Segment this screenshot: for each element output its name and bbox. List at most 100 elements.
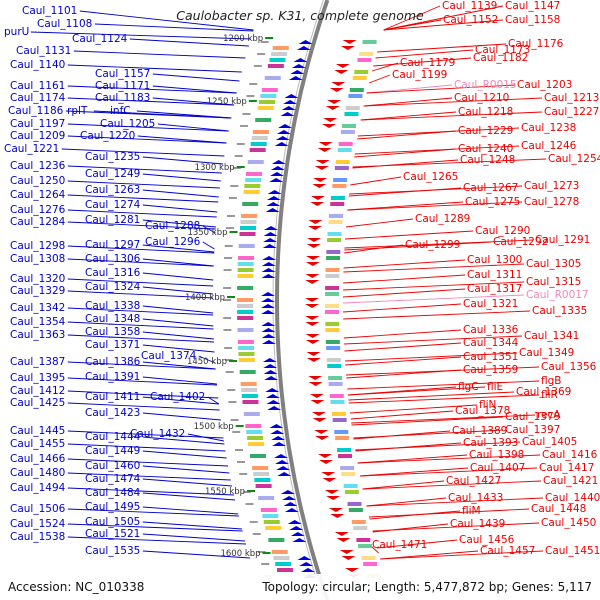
feature-block-left	[262, 514, 279, 518]
right-connector	[349, 185, 523, 195]
right-connector	[368, 74, 391, 84]
left-connector	[142, 492, 236, 501]
right-gene-label: Caul_1378	[455, 405, 510, 417]
right-gene-label: recA	[537, 409, 561, 421]
feature-block-right	[361, 556, 376, 560]
blue-gene-arrow	[283, 100, 298, 104]
left-gene-label: Caul_1108	[37, 18, 92, 30]
right-connector	[343, 329, 462, 339]
feature-block-left	[249, 148, 266, 152]
red-gene-arrow	[305, 316, 320, 320]
feature-block-right	[330, 400, 345, 404]
red-gene-arrow	[324, 490, 339, 494]
left-connector	[202, 225, 216, 234]
blue-gene-arrow	[276, 466, 291, 470]
feature-block-left	[269, 58, 286, 62]
feature-block-right	[325, 268, 340, 272]
blue-gene-arrow	[271, 160, 286, 164]
left-gene-label: Caul_1538	[10, 531, 65, 543]
right-connector	[360, 467, 538, 477]
feature-tracks	[223, 40, 381, 578]
feature-block-left	[238, 346, 255, 350]
right-connector	[373, 57, 472, 67]
left-gene-label: Caul_1348	[85, 313, 140, 325]
red-gene-arrow	[319, 460, 334, 464]
right-gene-label: flgB	[541, 375, 561, 387]
right-gene-label: Caul_1336	[463, 324, 519, 336]
left-connector	[67, 334, 214, 343]
right-connector	[351, 416, 504, 426]
right-connector	[343, 263, 525, 273]
feature-block-left	[258, 496, 275, 500]
left-connector	[137, 135, 227, 144]
backbone-inner-edge	[272, 0, 324, 600]
red-gene-arrow	[327, 100, 342, 104]
blue-gene-arrow	[299, 562, 314, 566]
right-connector	[347, 201, 523, 211]
left-gene-label: infC	[110, 105, 131, 117]
blue-gene-arrow	[261, 304, 276, 308]
right-gene-label: Caul_1300	[467, 254, 522, 266]
feature-block-right	[345, 106, 360, 110]
feature-block-right	[348, 508, 363, 512]
right-connector	[343, 259, 466, 269]
feature-block-left	[271, 52, 288, 56]
left-gene-label: Caul_1444	[85, 431, 141, 443]
red-gene-arrow	[325, 106, 340, 110]
right-connector	[360, 111, 457, 121]
red-gene-arrow	[308, 376, 323, 380]
blue-gene-arrow	[261, 334, 276, 338]
blue-gene-arrow	[284, 508, 299, 512]
right-gene-label: Caul_1240	[458, 143, 513, 155]
left-connector	[67, 290, 214, 299]
blue-gene-arrow	[288, 76, 303, 80]
right-connector	[347, 386, 486, 396]
left-connector	[142, 189, 219, 198]
left-connector	[142, 533, 246, 542]
left-connector	[142, 376, 217, 385]
right-connector	[342, 288, 466, 298]
blue-gene-arrow	[297, 556, 312, 560]
footer-bar: Accession: NC_010338 Topology: circular;…	[0, 574, 600, 600]
right-connector	[344, 342, 462, 352]
scale-ticks: 1200 kbp 1250 kbp 1300 kbp 1350 kbp 1400 kbp…	[185, 34, 274, 559]
feature-block-left	[237, 328, 254, 332]
right-gene-label: Caul_1356	[541, 361, 597, 373]
left-gene-label: Caul_1329	[10, 285, 65, 297]
feature-block-right	[325, 310, 340, 314]
red-gene-arrow	[310, 202, 325, 206]
blue-gene-arrow	[263, 232, 278, 236]
left-gene-label: Caul_1494	[10, 482, 66, 494]
red-gene-arrow	[330, 514, 345, 518]
right-connector	[360, 111, 543, 121]
left-gene-label: Caul_1174	[10, 92, 66, 104]
left-connector	[67, 221, 216, 230]
right-gene-label: Caul_1349	[519, 347, 574, 359]
feature-block-right	[335, 436, 350, 440]
scale-tick-label: 1600 kbp	[220, 549, 260, 559]
left-connector	[136, 110, 232, 119]
right-connector	[383, 5, 441, 31]
left-connector	[142, 478, 233, 487]
left-gene-label: Caul_1395	[10, 372, 65, 384]
feature-block-right	[341, 472, 356, 476]
red-gene-arrow	[341, 556, 356, 560]
feature-bar	[223, 269, 232, 271]
feature-block-left	[238, 256, 255, 260]
right-gene-label: Caul_1203	[517, 79, 572, 91]
red-gene-arrow	[323, 118, 338, 122]
right-gene-label: Caul_1417	[539, 462, 594, 474]
feature-block-left	[260, 508, 277, 512]
left-gene-label: Caul_1157	[95, 68, 150, 80]
feature-block-right	[327, 238, 342, 242]
red-gene-arrow	[308, 382, 323, 386]
feature-bar	[242, 491, 251, 493]
blue-gene-arrow	[266, 196, 281, 200]
left-gene-label: Caul_1324	[85, 281, 141, 293]
left-connector	[67, 536, 247, 545]
blue-gene-arrow	[274, 454, 289, 458]
left-connector	[67, 523, 243, 532]
left-gene-label: Caul_1236	[10, 160, 66, 172]
feature-block-left	[252, 466, 269, 470]
